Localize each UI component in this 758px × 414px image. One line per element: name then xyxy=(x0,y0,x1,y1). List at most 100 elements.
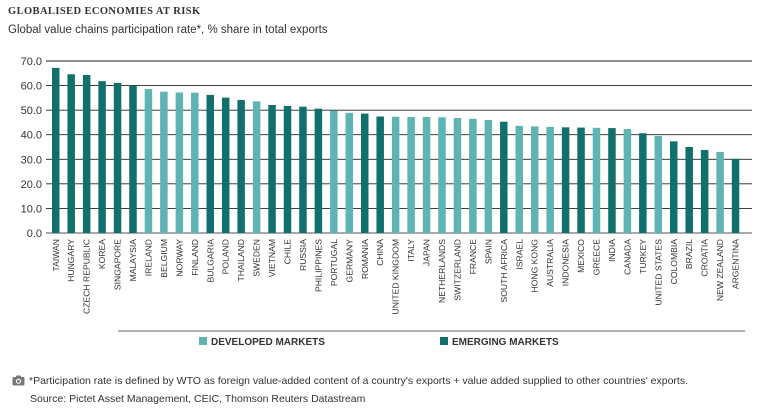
y-tick-label: 50.0 xyxy=(21,105,42,117)
bar xyxy=(515,125,523,233)
footnote-text: *Participation rate is defined by WTO as… xyxy=(29,375,688,387)
x-tick-label: PORTUGAL xyxy=(329,239,339,286)
x-tick-label: BELGIUM xyxy=(159,239,169,278)
x-tick-label: TAIWAN xyxy=(51,239,61,271)
bar xyxy=(592,127,601,233)
bar xyxy=(299,106,307,233)
bar xyxy=(561,127,570,233)
x-tick-label: VIETNAM xyxy=(267,239,277,277)
x-tick-label: THAILAND xyxy=(236,239,246,282)
x-tick-label: HONG KONG xyxy=(530,239,540,293)
legend-swatch xyxy=(199,337,207,345)
bar xyxy=(191,92,199,233)
bar xyxy=(700,149,709,233)
x-tick-label: RUSSIA xyxy=(298,239,308,271)
x-tick-label: FINLAND xyxy=(190,239,200,276)
chart-subtitle: Global value chains participation rate*,… xyxy=(8,24,328,36)
x-tick-label: CHINA xyxy=(375,239,385,266)
y-tick-label: 70.0 xyxy=(21,56,42,68)
x-tick-label: PHILIPPINES xyxy=(313,239,323,292)
x-tick-label: NORWAY xyxy=(174,239,184,277)
bar xyxy=(438,117,446,233)
bar xyxy=(175,92,184,233)
bar xyxy=(608,128,616,233)
bar xyxy=(469,118,477,233)
bar xyxy=(206,94,214,233)
x-tick-label: ITALY xyxy=(406,239,416,262)
x-tick-label: IRELAND xyxy=(143,239,153,276)
x-tick-label: CROATIA xyxy=(700,239,710,277)
x-tick-label: UNITED KINGDOM xyxy=(391,239,401,314)
x-tick-label: CANADA xyxy=(622,239,632,275)
bar xyxy=(639,133,647,233)
x-tick-label: MALAYSIA xyxy=(128,239,138,282)
x-tick-label: SWEDEN xyxy=(252,239,262,277)
bar xyxy=(670,141,678,233)
x-tick-label: UNITED STATES xyxy=(653,239,663,306)
x-tick-label: TURKEY xyxy=(638,239,648,274)
chart-title: GLOBALISED ECONOMIES AT RISK xyxy=(8,6,201,17)
bar xyxy=(252,101,261,233)
bar xyxy=(716,151,724,233)
bar xyxy=(113,82,122,234)
bar xyxy=(623,129,632,233)
camera-icon xyxy=(12,375,25,391)
bar xyxy=(530,126,539,233)
bar xyxy=(98,81,106,233)
x-tick-label: SOUTH AFRICA xyxy=(499,239,509,303)
x-tick-label: FRANCE xyxy=(468,239,478,275)
bar xyxy=(484,119,493,233)
bar xyxy=(685,147,693,233)
x-tick-label: JAPAN xyxy=(422,239,432,266)
source-text: Source: Pictet Asset Management, CEIC, T… xyxy=(30,393,366,405)
x-tick-label: POLAND xyxy=(221,239,231,274)
bar xyxy=(314,108,323,233)
legend-label: DEVELOPED MARKETS xyxy=(211,337,325,348)
x-tick-label: MEXICO xyxy=(576,239,586,273)
footnote-block: *Participation rate is defined by WTO as… xyxy=(12,373,688,407)
bar xyxy=(577,127,585,233)
x-tick-label: INDONESIA xyxy=(561,239,571,287)
bar xyxy=(654,135,663,233)
bar xyxy=(422,117,431,233)
bar xyxy=(52,67,60,233)
bar xyxy=(144,89,153,233)
bar xyxy=(731,158,740,233)
bar xyxy=(376,116,384,233)
legend-label: EMERGING MARKETS xyxy=(452,337,559,348)
bar-chart: 0.0 10.0 20.0 30.0 40.0 50.0 60.0 70.0 TAIWAN HU… xyxy=(21,56,752,348)
bar xyxy=(283,105,292,233)
x-tick-label: BULGARIA xyxy=(205,239,215,283)
y-tick-label: 60.0 xyxy=(21,81,42,93)
bar xyxy=(391,116,400,233)
x-tick-label: CZECH REPUBLIC xyxy=(82,239,92,314)
x-tick-label: GERMANY xyxy=(344,239,354,283)
bar xyxy=(221,97,230,234)
bar xyxy=(453,118,462,233)
bar xyxy=(160,91,168,233)
bar xyxy=(407,117,415,233)
x-tick-label: ARGENTINA xyxy=(731,239,741,289)
x-tick-label: KOREA xyxy=(97,239,107,269)
x-tick-label: SINGAPORE xyxy=(113,239,123,290)
x-tick-label: ROMANIA xyxy=(360,239,370,279)
bar xyxy=(67,74,75,233)
x-tick-label: AUSTRALIA xyxy=(545,239,555,287)
bar xyxy=(82,75,91,234)
x-tick-label: SPAIN xyxy=(483,239,493,264)
y-tick-label: 0.0 xyxy=(27,228,42,240)
y-tick-label: 30.0 xyxy=(21,154,42,166)
x-tick-label: NETHERLANDS xyxy=(437,239,447,303)
bar xyxy=(268,104,276,234)
y-tick-label: 10.0 xyxy=(21,203,42,215)
x-tick-label: NEW ZEALAND xyxy=(715,239,725,301)
bar xyxy=(129,85,137,234)
bar xyxy=(330,110,338,233)
x-tick-label: BRAZIL xyxy=(684,239,694,269)
x-tick-label: ISRAEL xyxy=(514,239,524,270)
x-axis-labels: TAIWAN HUNGARY CZECH REPUBLIC KOREA SINGAPOR… xyxy=(51,239,741,315)
x-tick-label: INDIA xyxy=(607,239,617,262)
x-tick-label: HUNGARY xyxy=(66,239,76,282)
bar xyxy=(500,121,508,233)
x-tick-label: SWITZERLAND xyxy=(452,239,462,301)
